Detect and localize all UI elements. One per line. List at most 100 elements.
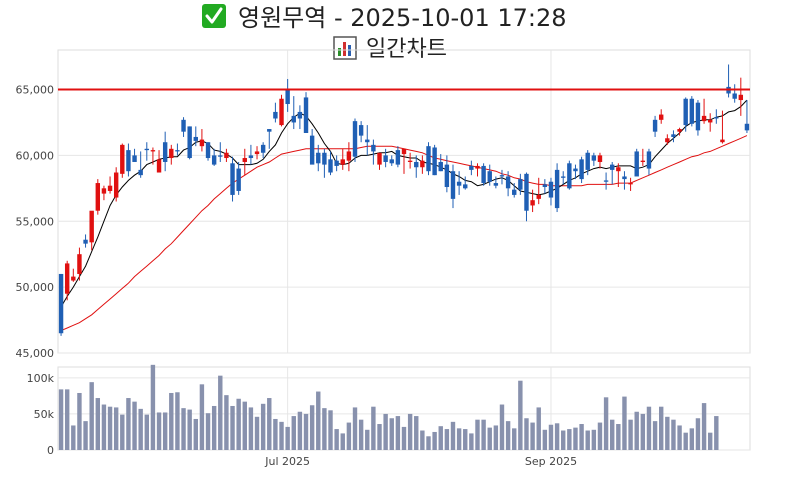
candle-body <box>463 184 468 189</box>
volume-bar <box>407 413 413 450</box>
candle-body <box>469 165 474 170</box>
volume-bar <box>169 392 174 450</box>
candle-body <box>132 155 137 162</box>
price-y-tick-label: 55,000 <box>16 215 55 228</box>
volume-bar <box>352 407 358 450</box>
volume-bar <box>156 412 162 450</box>
volume-bar <box>646 406 652 450</box>
candle-body <box>665 138 670 143</box>
volume-bar <box>481 419 486 450</box>
volume-bar <box>395 416 401 450</box>
volume-bar <box>695 418 701 450</box>
candle-body <box>267 129 272 132</box>
volume-bar <box>297 411 303 450</box>
candle-body <box>175 150 180 152</box>
volume-bar <box>273 418 278 450</box>
candle-body <box>432 147 437 176</box>
volume-bar <box>303 413 309 450</box>
volume-bar <box>683 432 688 450</box>
candle-body <box>554 169 560 209</box>
volume-bar <box>267 398 272 450</box>
candle-body <box>426 146 431 172</box>
candle-body <box>505 176 511 189</box>
candle-body <box>322 152 327 165</box>
volume-bar <box>610 419 615 450</box>
volume-bar <box>346 422 352 450</box>
volume-bar <box>71 425 76 450</box>
candle-body <box>162 142 168 162</box>
candle-body <box>603 180 609 182</box>
candle-body <box>316 152 321 164</box>
volume-bar <box>573 427 578 450</box>
candle-body <box>518 179 523 190</box>
volume-bar <box>444 429 450 450</box>
candle-body <box>144 148 150 151</box>
volume-bar <box>658 406 664 450</box>
ma-short-line <box>60 99 748 308</box>
volume-bar <box>389 418 394 450</box>
volume-bar <box>316 391 321 450</box>
volume-bar <box>377 424 382 450</box>
volume-bar <box>567 429 572 450</box>
volume-bar <box>469 433 474 450</box>
candle-body <box>475 165 480 169</box>
volume-bar <box>181 408 186 450</box>
volume-bar <box>334 429 339 450</box>
volume-bar <box>224 395 229 450</box>
volume-bar <box>175 392 180 450</box>
candle-body <box>297 111 303 119</box>
candle-body <box>395 150 401 165</box>
x-tick-label: Sep 2025 <box>525 455 577 468</box>
volume-bar <box>548 424 554 450</box>
volume-bar <box>211 405 217 450</box>
candle-body <box>622 176 627 180</box>
candle-body <box>113 172 119 198</box>
candle-body <box>169 148 174 159</box>
volume-bar <box>162 412 168 450</box>
candle-body <box>83 239 88 244</box>
candle-body <box>701 115 707 122</box>
candle-body <box>634 151 639 177</box>
candle-body <box>365 139 370 143</box>
volume-bar <box>671 419 676 450</box>
candle-body <box>218 155 223 157</box>
volume-bar <box>236 398 241 450</box>
volume-bar <box>309 405 315 450</box>
volume-bar <box>475 419 480 450</box>
volume-bar <box>689 428 695 450</box>
volume-bar <box>101 404 107 450</box>
volume-bar <box>426 436 431 450</box>
volume-bar <box>616 424 621 450</box>
volume-bar <box>456 428 462 450</box>
volume-bar <box>254 416 260 450</box>
volume-bar <box>487 427 492 450</box>
candle-body <box>536 194 541 199</box>
volume-bar <box>579 424 584 450</box>
volume-bar <box>438 426 443 450</box>
volume-bar <box>542 429 548 450</box>
candle-body <box>346 151 352 161</box>
candle-body <box>58 273 64 334</box>
volume-bar <box>199 384 205 450</box>
candle-body <box>138 169 143 176</box>
candle-body <box>456 181 462 186</box>
volume-bar <box>120 414 125 450</box>
volume-bar <box>150 364 156 450</box>
volume-bar <box>322 408 327 450</box>
candle-body <box>530 200 535 206</box>
candle-body <box>71 276 76 281</box>
volume-bar <box>77 392 82 450</box>
candle-body <box>126 150 131 172</box>
candle-body <box>156 159 162 173</box>
volume-bar <box>218 375 223 450</box>
volume-bar <box>628 419 633 450</box>
volume-bar <box>365 429 370 450</box>
candle-body <box>720 139 725 143</box>
candle-body <box>585 152 590 170</box>
volume-bar <box>414 416 419 450</box>
candle-body <box>371 144 376 152</box>
candle-body <box>187 126 192 159</box>
candle-body <box>610 164 615 170</box>
candle-body <box>689 98 695 124</box>
candle-body <box>573 168 578 172</box>
